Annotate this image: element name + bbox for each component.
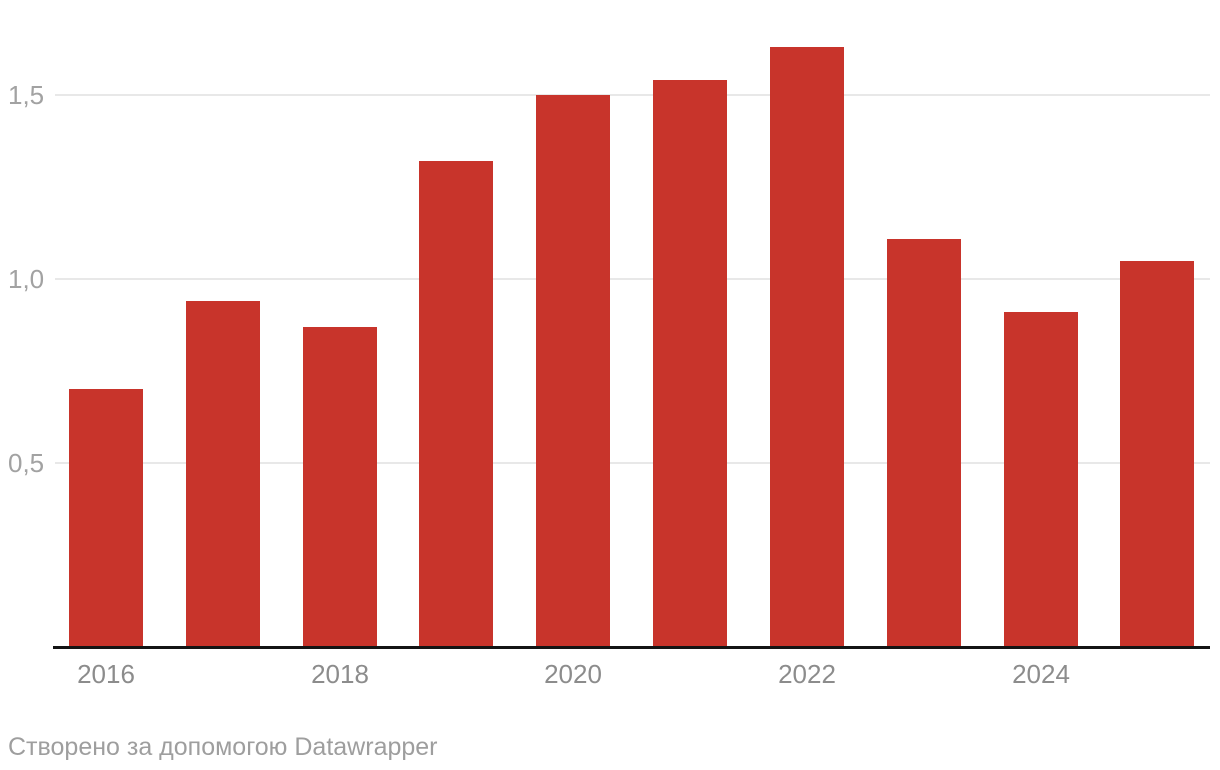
gridline-1,0 bbox=[55, 278, 1210, 280]
x-axis-line bbox=[53, 646, 1210, 649]
gridline-1,5 bbox=[55, 94, 1210, 96]
x-tick-label-2018: 2018 bbox=[311, 659, 369, 689]
gridline-0,5 bbox=[55, 462, 1210, 464]
y-tick-label: 0,5 bbox=[8, 448, 45, 478]
x-tick-label-2016: 2016 bbox=[77, 659, 135, 689]
bar-2023[interactable] bbox=[887, 239, 961, 647]
datawrapper-credit-link[interactable]: Створено за допомогою Datawrapper bbox=[8, 733, 438, 761]
y-tick-label: 1,0 bbox=[8, 264, 45, 294]
x-tick-label-2020: 2020 bbox=[544, 659, 602, 689]
bar-2025[interactable] bbox=[1120, 261, 1194, 647]
bar-2019[interactable] bbox=[419, 161, 493, 647]
bar-2018[interactable] bbox=[303, 327, 377, 647]
bar-2022[interactable] bbox=[770, 47, 844, 647]
x-tick-label-2022: 2022 bbox=[778, 659, 836, 689]
x-tick-label-2024: 2024 bbox=[1012, 659, 1070, 689]
bar-2020[interactable] bbox=[536, 95, 610, 647]
bar-2016[interactable] bbox=[69, 389, 143, 647]
bar-2024[interactable] bbox=[1004, 312, 1078, 647]
bar-2021[interactable] bbox=[653, 80, 727, 647]
bar-2017[interactable] bbox=[186, 301, 260, 647]
y-tick-label: 1,5 bbox=[8, 80, 45, 110]
